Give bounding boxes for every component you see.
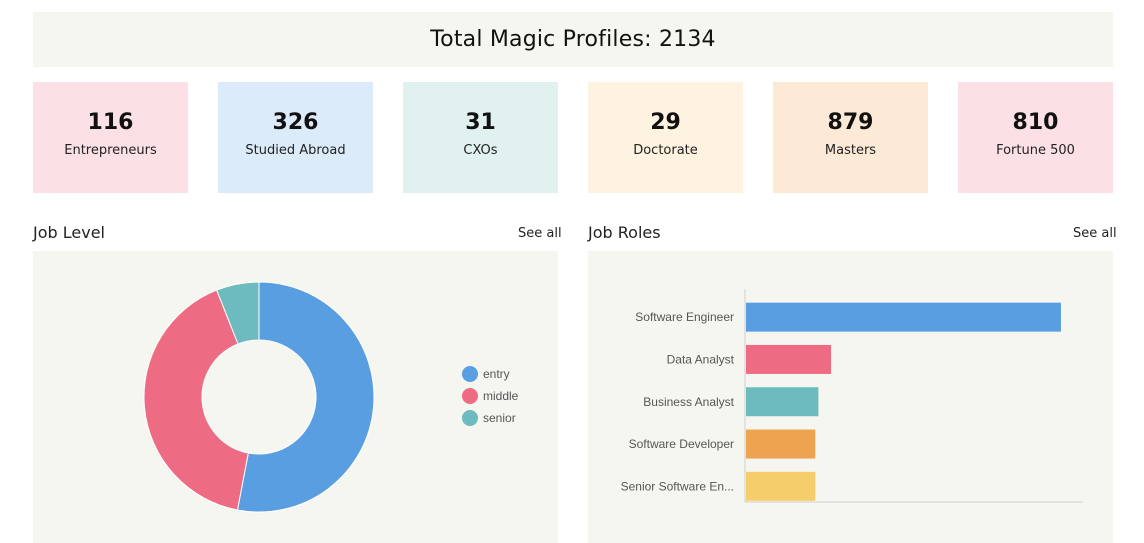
stat-value: 810 [1012,109,1059,135]
job-roles-title: Job Roles [588,223,661,242]
legend-label-middle: middle [483,389,519,403]
stat-label: Entrepreneurs [64,142,157,158]
stat-card-entrepreneurs[interactable]: 116 Entrepreneurs [33,82,188,193]
legend-label-entry: entry [483,367,510,381]
donut-slice-entry[interactable] [236,281,375,513]
bar-category-label: Software Developer [629,437,734,451]
stat-card-fortune-500[interactable]: 810 Fortune 500 [958,82,1113,193]
job-roles-bar-chart: Software Engineer Data Analyst Business An… [621,289,1083,503]
stat-card-doctorate[interactable]: 29 Doctorate [588,82,743,193]
stat-value: 29 [650,109,681,135]
bar-category-label: Business Analyst [643,395,734,409]
bar-4[interactable] [746,429,816,459]
page-title: Total Magic Profiles: 2134 [430,27,716,52]
job-level-title: Job Level [33,223,105,242]
legend-swatch-senior [462,410,478,426]
legend-swatch-entry [462,366,478,382]
stat-value: 116 [87,109,134,135]
legend-label-senior: senior [483,411,516,425]
job-level-panel: entry middle senior [33,251,558,543]
bar-3[interactable] [746,387,819,417]
stat-value: 879 [827,109,874,135]
job-level-see-all-link[interactable]: See all [518,226,562,241]
stat-label: Fortune 500 [996,142,1075,158]
job-level-donut-chart: entry middle senior [143,281,519,513]
stat-label: Studied Abroad [245,142,346,158]
job-roles-see-all-link[interactable]: See all [1073,226,1117,241]
stat-card-cxos[interactable]: 31 CXOs [403,82,558,193]
job-roles-panel: Software Engineer Data Analyst Business An… [588,251,1113,543]
donut-slice-senior[interactable] [216,281,260,345]
legend-swatch-middle [462,388,478,404]
donut-slice-middle[interactable] [143,289,249,511]
stat-card-masters[interactable]: 879 Masters [773,82,928,193]
bar-category-label: Software Engineer [635,310,734,324]
bar-1[interactable] [746,302,1061,332]
bar-category-label: Senior Software En... [621,479,734,493]
stat-value: 326 [272,109,319,135]
header-bar: Total Magic Profiles: 2134 [33,12,1113,67]
stat-card-studied-abroad[interactable]: 326 Studied Abroad [218,82,373,193]
bar-5[interactable] [746,471,816,501]
bar-category-label: Data Analyst [667,352,735,366]
stat-value: 31 [465,109,496,135]
bar-2[interactable] [746,344,832,374]
stat-label: Masters [824,142,877,158]
stat-label: CXOs [463,142,498,158]
stat-label: Doctorate [633,142,698,158]
